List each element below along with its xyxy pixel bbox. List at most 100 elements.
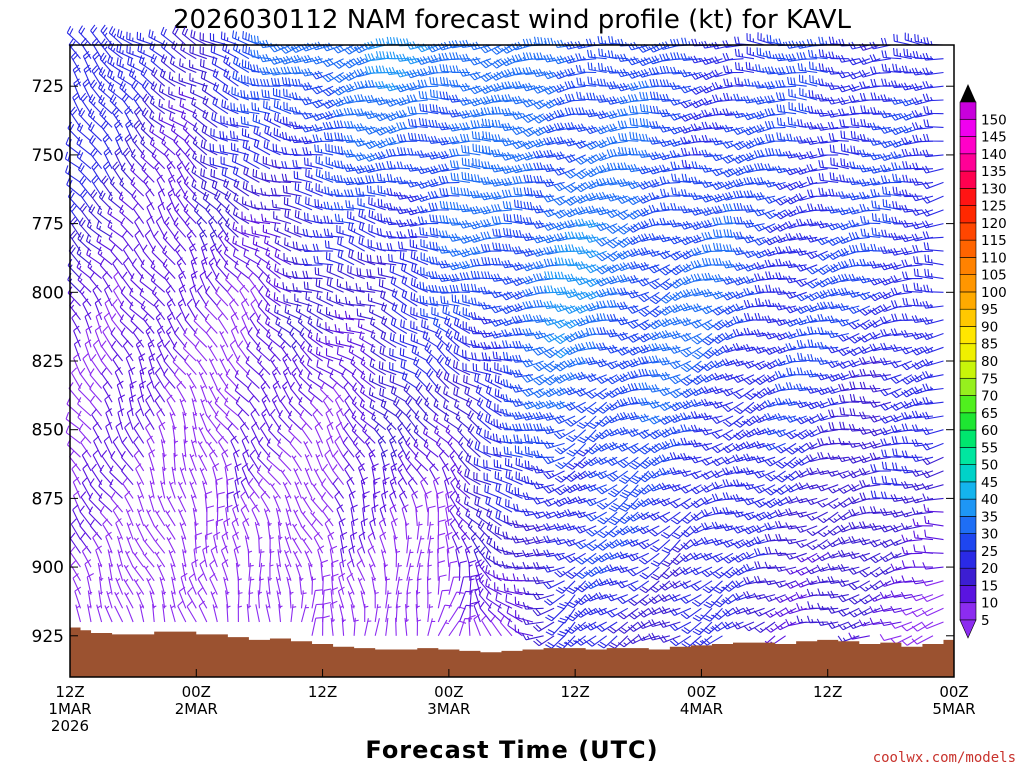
wind-barb: [627, 382, 649, 392]
wind-barb: [292, 159, 313, 170]
wind-barb: [606, 123, 628, 133]
wind-barb: [352, 436, 366, 458]
wind-barb: [732, 454, 755, 463]
wind-barb: [277, 549, 282, 568]
wind-barb: [480, 286, 502, 295]
wind-barb: [276, 563, 282, 581]
wind-barb: [711, 360, 734, 369]
wind-barb: [417, 79, 439, 88]
wind-barb: [160, 439, 166, 458]
wind-barb: [71, 463, 81, 485]
wind-barb: [870, 189, 891, 197]
wind-barb: [76, 122, 92, 142]
wind-barb: [500, 276, 523, 285]
wind-barb: [849, 106, 870, 115]
wind-barb: [723, 215, 744, 225]
wind-barb: [901, 313, 923, 322]
wind-barb: [890, 524, 913, 533]
wind-barb: [553, 286, 576, 296]
wind-barb: [215, 258, 229, 279]
wind-barb: [85, 234, 102, 252]
wind-barb: [757, 32, 776, 46]
wind-barb: [470, 120, 491, 128]
wind-barb: [156, 339, 166, 362]
wind-barb: [806, 577, 828, 586]
wind-barb: [827, 621, 849, 630]
wind-barb: [396, 121, 418, 130]
wind-barb: [913, 530, 934, 541]
wind-barb: [459, 53, 481, 62]
wind-barb: [513, 199, 534, 211]
wind-barb: [91, 463, 103, 486]
wind-barb: [306, 303, 323, 321]
wind-barb: [480, 191, 502, 201]
wind-barb: [73, 325, 82, 348]
wind-barb: [795, 278, 818, 287]
wind-barb: [348, 545, 356, 568]
wind-barb: [355, 296, 376, 307]
wind-barb: [462, 294, 481, 307]
wind-barb: [827, 121, 849, 130]
wind-barb: [859, 149, 881, 158]
wind-barb: [444, 518, 453, 540]
wind-barb: [880, 438, 902, 447]
wind-barb: [72, 573, 82, 595]
colorbar-label: 150: [981, 112, 1007, 128]
wind-barb: [911, 386, 934, 395]
wind-barb: [198, 600, 208, 623]
wind-barb: [176, 381, 187, 403]
wind-barb: [232, 449, 240, 472]
wind-barb: [419, 295, 439, 307]
wind-barb: [377, 185, 397, 197]
wind-barb: [743, 576, 765, 585]
wind-barb: [618, 132, 639, 142]
wind-barb: [702, 346, 723, 359]
wind-barb: [576, 443, 597, 457]
wind-barb: [229, 117, 249, 128]
wind-barb: [690, 525, 713, 534]
wind-barb: [587, 62, 607, 74]
wind-barb: [458, 576, 471, 595]
wind-barb: [911, 507, 934, 515]
wind-barb: [606, 456, 629, 466]
wind-barb: [406, 535, 412, 554]
wind-barb: [332, 108, 355, 118]
wind-barb: [513, 214, 534, 225]
wind-barb: [81, 477, 92, 499]
wind-barb: [282, 380, 292, 403]
wind-barb: [183, 327, 197, 348]
wind-barb: [200, 256, 208, 279]
wind-barb: [795, 152, 818, 160]
wind-barb: [501, 81, 523, 90]
wind-barb: [253, 153, 271, 170]
wind-barb: [338, 357, 355, 376]
wind-barb: [901, 360, 923, 371]
wind-barb: [637, 277, 660, 287]
wind-barb: [435, 368, 450, 389]
wind-barb: [796, 615, 818, 624]
wind-barb: [743, 299, 765, 308]
wind-barb: [379, 531, 387, 554]
wind-barb: [370, 343, 387, 362]
wind-barb: [711, 168, 734, 177]
wind-barb: [242, 181, 260, 197]
wind-barb: [345, 322, 365, 335]
wind-barb: [267, 465, 281, 486]
wind-barb: [566, 580, 587, 595]
wind-barb: [870, 464, 891, 472]
wind-barb: [316, 290, 334, 307]
wind-barb: [473, 600, 481, 623]
wind-barb: [533, 360, 555, 372]
wind-barb: [522, 52, 544, 61]
wind-barb: [575, 635, 597, 646]
wind-barb: [669, 426, 692, 435]
wind-barb: [220, 115, 239, 128]
wind-barb: [375, 162, 397, 171]
wind-barb: [289, 327, 302, 348]
colorbar-segment: [959, 464, 977, 483]
wind-barb: [448, 94, 470, 103]
wind-barb: [486, 521, 502, 541]
wind-barb: [795, 263, 818, 272]
wind-barb: [490, 83, 513, 92]
wind-barb: [597, 62, 618, 74]
